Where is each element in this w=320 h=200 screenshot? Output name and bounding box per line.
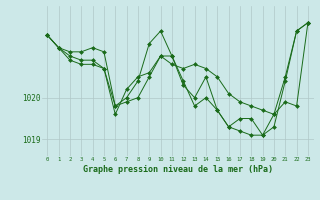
X-axis label: Graphe pression niveau de la mer (hPa): Graphe pression niveau de la mer (hPa) — [83, 165, 273, 174]
